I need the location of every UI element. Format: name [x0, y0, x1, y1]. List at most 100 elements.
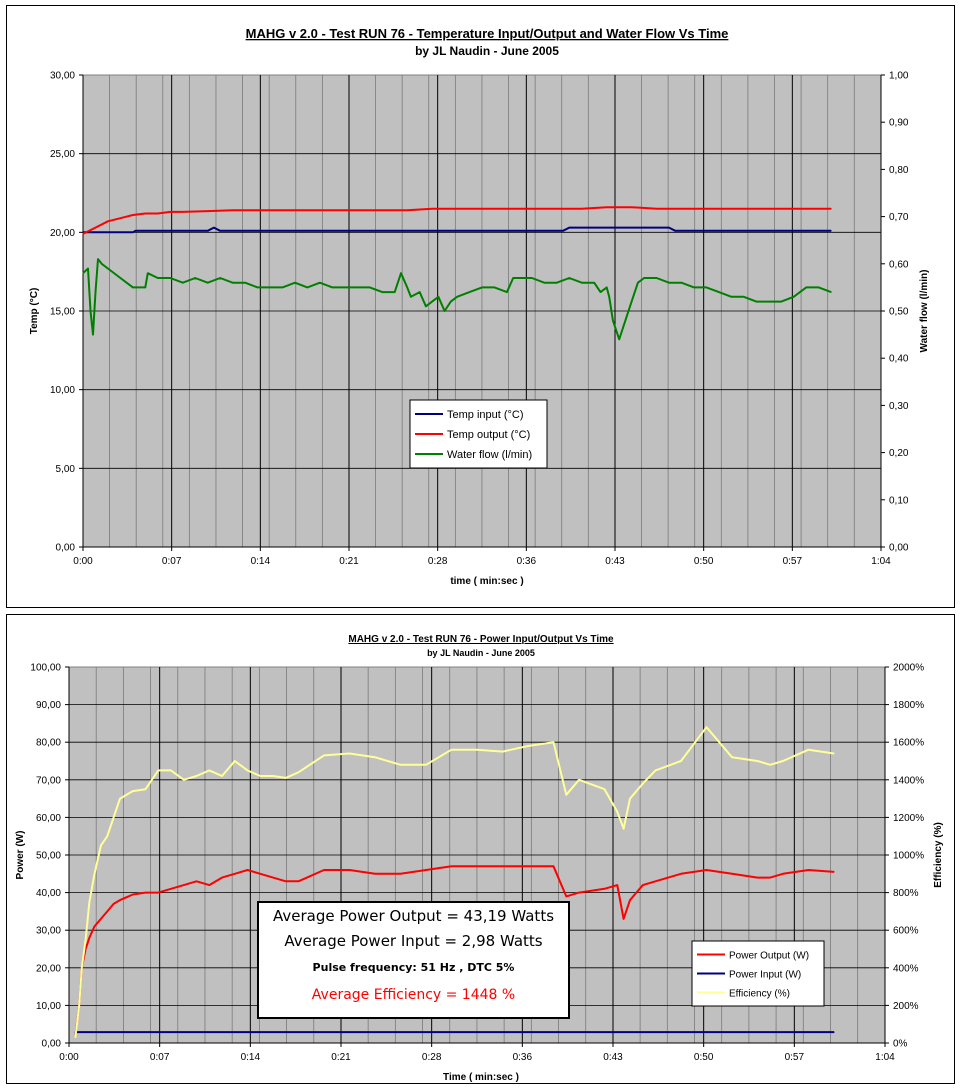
data-point [818, 286, 820, 288]
data-point [78, 1004, 80, 1006]
data-point [656, 277, 658, 279]
data-point [450, 865, 453, 867]
legend-entry: Temp output (°C) [447, 429, 530, 441]
data-point [81, 967, 83, 969]
data-point [157, 277, 159, 279]
data-point [272, 877, 274, 879]
data-point [323, 869, 325, 871]
data-point [94, 227, 97, 229]
data-point [107, 231, 109, 233]
y2-tick-label: 0,60 [889, 259, 909, 270]
data-point [100, 845, 102, 847]
data-point [119, 217, 121, 219]
data-point [637, 282, 639, 284]
data-point [400, 272, 402, 274]
data-point [88, 937, 90, 939]
data-point [82, 233, 84, 235]
data-point [107, 220, 109, 222]
y-axis-label: Power (W) [15, 831, 26, 880]
data-point [599, 291, 602, 293]
summary-box: Average Power Output = 43,19 Watts Avera… [257, 901, 570, 1019]
y-tick-label: 50,00 [36, 851, 61, 862]
data-point [306, 286, 308, 288]
data-point [456, 230, 458, 232]
data-point [581, 282, 583, 284]
data-point [543, 282, 545, 284]
data-point [323, 754, 325, 756]
y2-tick-label: 0,80 [889, 165, 909, 176]
y-tick-label: 20,00 [36, 963, 61, 974]
data-point [606, 286, 608, 288]
data-point [705, 869, 708, 871]
data-point [565, 794, 567, 796]
y-tick-label: 10,00 [36, 1001, 61, 1012]
data-point [419, 291, 421, 293]
data-point [623, 828, 625, 830]
data-point [157, 892, 159, 894]
data-point [219, 230, 221, 232]
y-tick-label: 100,00 [30, 663, 61, 674]
data-point [100, 918, 102, 920]
data-point [82, 231, 84, 233]
data-point [805, 286, 807, 288]
data-point [731, 756, 733, 758]
y2-tick-label: 0% [893, 1039, 908, 1050]
data-point [399, 764, 402, 766]
data-point [132, 790, 134, 792]
chart-subtitle: by JL Naudin - June 2005 [415, 44, 559, 58]
data-point [506, 291, 508, 293]
y-tick-label: 90,00 [36, 700, 61, 711]
data-point [246, 769, 249, 771]
y-tick-label: 30,00 [50, 71, 75, 82]
data-point [743, 296, 745, 298]
y2-tick-label: 0,20 [889, 448, 909, 459]
x-tick-label: 1:04 [875, 1052, 895, 1063]
data-point [431, 301, 433, 303]
y2-tick-label: 400% [893, 963, 919, 974]
y2-tick-label: 1800% [893, 700, 924, 711]
y-tick-label: 0,00 [42, 1039, 62, 1050]
data-point [297, 880, 300, 882]
data-point [552, 865, 555, 867]
data-point [468, 291, 471, 293]
data-point [356, 286, 358, 288]
data-point [221, 877, 223, 879]
y2-tick-label: 0,30 [889, 401, 909, 412]
data-point [631, 301, 633, 303]
legend-entry: Water flow (l/min) [447, 449, 532, 461]
x-axis-label: Time ( min:sec ) [443, 1072, 519, 1083]
data-point [624, 319, 627, 321]
data-point [348, 869, 351, 871]
data-point [562, 230, 564, 232]
data-point [642, 783, 644, 785]
data-point [344, 286, 346, 288]
data-point [297, 771, 300, 773]
data-point [182, 282, 184, 284]
data-point [680, 230, 683, 232]
data-point [195, 880, 198, 882]
data-point [208, 769, 210, 771]
y2-tick-label: 800% [893, 888, 919, 899]
legend: Temp input (°C) Temp output (°C) Water flo… [409, 399, 548, 469]
data-point [518, 277, 520, 279]
y-tick-label: 25,00 [50, 149, 75, 160]
data-point [656, 208, 658, 210]
data-point [93, 873, 96, 875]
data-point [768, 301, 770, 303]
data-point [807, 869, 810, 871]
data-point [87, 267, 89, 270]
x-tick-label: 0:00 [73, 556, 93, 567]
data-point [157, 212, 159, 215]
data-point [132, 231, 134, 233]
data-point [88, 901, 90, 903]
data-point [369, 286, 371, 288]
x-tick-label: 0:28 [422, 1052, 442, 1063]
data-point [603, 888, 606, 890]
data-point [144, 212, 146, 215]
y2-tick-label: 200% [893, 1001, 919, 1012]
data-point [195, 775, 198, 777]
chart-title: MAHG v 2.0 - Test RUN 76 - Temperature I… [246, 26, 729, 41]
data-point [603, 788, 606, 790]
temperature-chart-panel: MAHG v 2.0 - Test RUN 76 - Temperature I… [6, 5, 955, 608]
data-point [425, 764, 427, 766]
